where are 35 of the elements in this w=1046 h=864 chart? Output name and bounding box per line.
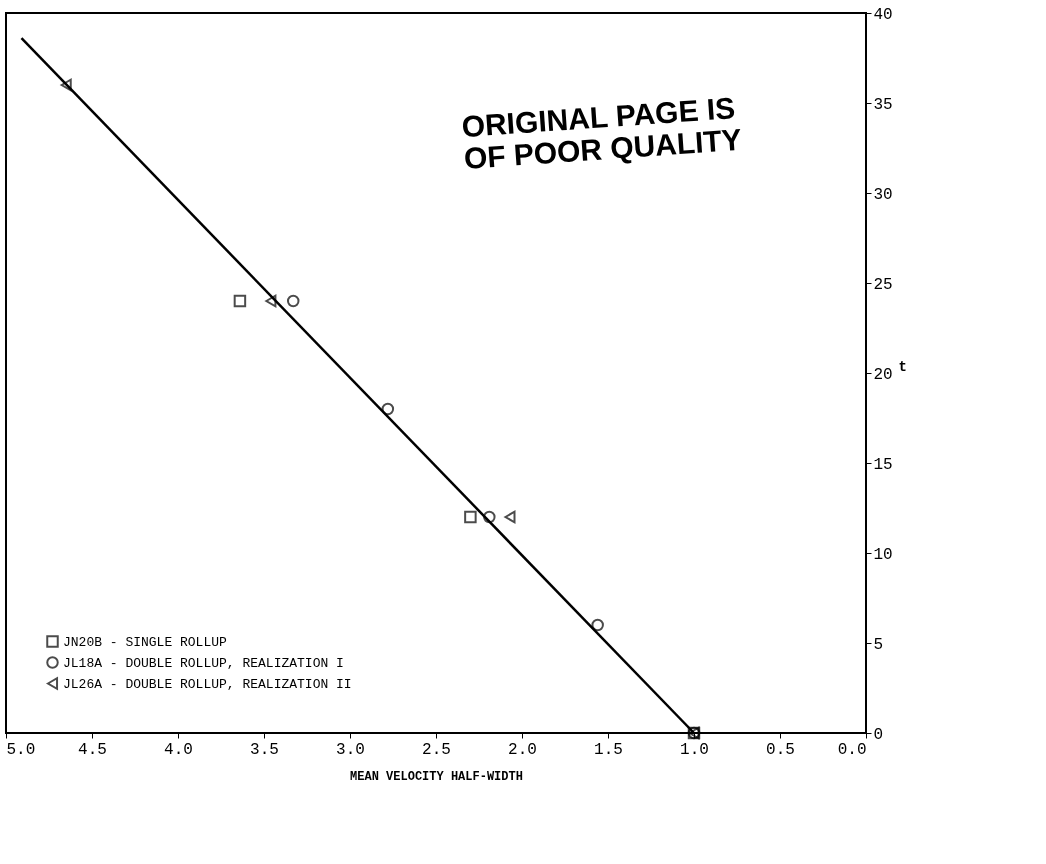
point — [60, 78, 72, 92]
x-axis-title: MEAN VELOCITY HALF-WIDTH — [350, 769, 523, 784]
x-tick-label: 1.0 — [680, 740, 709, 759]
legend-label: JL18A - DOUBLE ROLLUP, REALIZATION I — [63, 655, 344, 671]
y-tick-label: 35 — [873, 95, 893, 114]
x-tick-label: 0.5 — [766, 740, 795, 759]
y-tick-label: 0 — [873, 725, 884, 744]
y-tick-label: 5 — [873, 635, 884, 654]
point — [504, 510, 516, 524]
y-tick-label: 15 — [873, 455, 893, 474]
y-tick-label: 10 — [873, 545, 893, 564]
point — [265, 294, 277, 308]
y-axis-title: t — [898, 358, 907, 375]
x-tick-label: 0.0 — [837, 740, 867, 759]
legend-label: JL26A - DOUBLE ROLLUP, REALIZATION II — [63, 676, 352, 692]
x-tick-label: 3.0 — [336, 740, 365, 759]
x-tick-label: 3.5 — [250, 740, 279, 759]
x-tick-label: 2.5 — [422, 740, 451, 759]
x-tick-label: 2.0 — [508, 740, 537, 759]
legend-label: JN20B - SINGLE ROLLUP — [63, 634, 228, 650]
x-tick-label: 1.5 — [594, 740, 623, 759]
point — [464, 510, 477, 524]
y-tick-label: 20 — [873, 365, 893, 384]
y-tick-label: 25 — [873, 275, 893, 294]
y-tick-label: 40 — [873, 5, 893, 24]
point — [483, 510, 496, 524]
point — [287, 294, 300, 308]
annotation: ORIGINAL PAGE IS OF POOR QUALITY — [460, 91, 743, 176]
x-tick-label: 4.5 — [78, 740, 107, 759]
point — [381, 402, 395, 416]
point — [233, 294, 247, 308]
x-tick-label: 4.0 — [164, 740, 193, 759]
x-tick-label: 5.0 — [6, 740, 36, 759]
y-tick-label: 30 — [873, 185, 893, 204]
point — [591, 618, 604, 632]
